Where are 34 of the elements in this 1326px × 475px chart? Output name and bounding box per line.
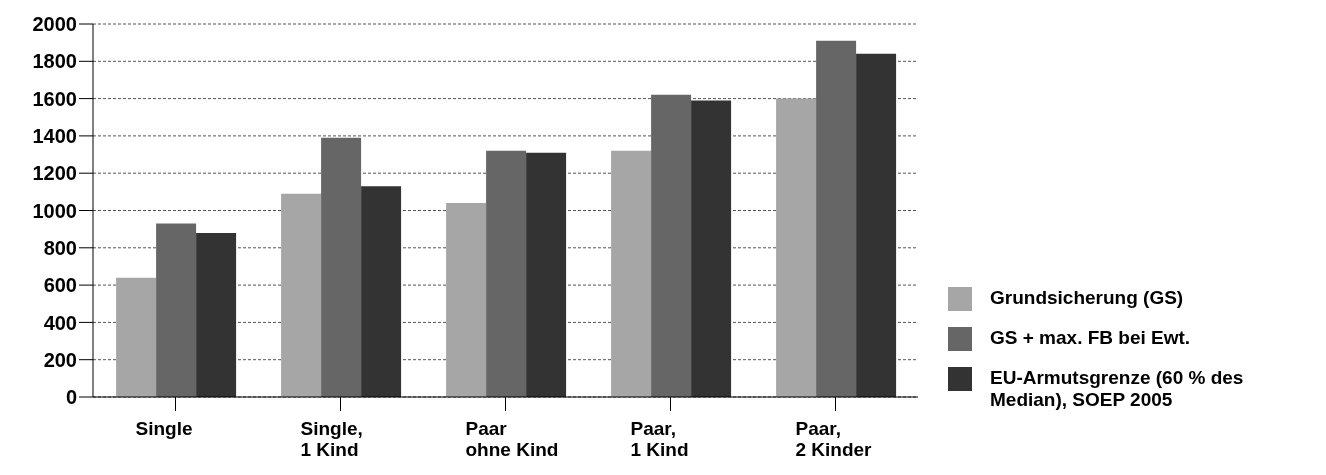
bar: [776, 98, 817, 397]
bar: [816, 40, 857, 397]
legend-label: GS + max. FB bei Ewt.: [990, 327, 1191, 349]
bar: [486, 150, 527, 397]
bar: [321, 137, 362, 397]
bar: [361, 186, 402, 397]
bar: [116, 277, 157, 397]
x-tick-label: Single: [135, 418, 193, 439]
y-tick-label: 400: [43, 311, 77, 334]
y-tick-label: 1800: [32, 50, 77, 73]
bar: [611, 150, 652, 397]
x-tick-label: Paar, 2 Kinder: [795, 418, 873, 460]
legend-label: EU-Armutsgrenze (60 % des Median), SOEP 2005: [990, 367, 1245, 411]
bar: [856, 53, 897, 397]
bar: [691, 100, 732, 397]
y-tick-label: 200: [43, 348, 77, 371]
bar: [281, 193, 322, 397]
y-tick-label: 2000: [32, 13, 77, 36]
y-tick-label: 800: [43, 236, 77, 259]
x-tick-label: Paar, 1 Kind: [630, 418, 689, 460]
y-tick-label: 1400: [32, 125, 77, 147]
y-tick-label: 1200: [32, 162, 77, 185]
bar: [446, 203, 487, 397]
y-tick-label: 1000: [32, 199, 77, 222]
y-tick-label: 0: [65, 386, 77, 409]
legend-label: Grundsicherung (GS): [990, 287, 1184, 309]
x-tick-label: Paar ohne Kind: [465, 418, 559, 460]
y-tick-label: 600: [43, 274, 77, 297]
bar: [196, 232, 237, 397]
y-tick-label: 1600: [32, 87, 77, 110]
x-tick-label: Single, 1 Kind: [300, 418, 363, 460]
bar: [156, 223, 197, 397]
bar: [651, 94, 692, 397]
bar: [526, 152, 567, 397]
